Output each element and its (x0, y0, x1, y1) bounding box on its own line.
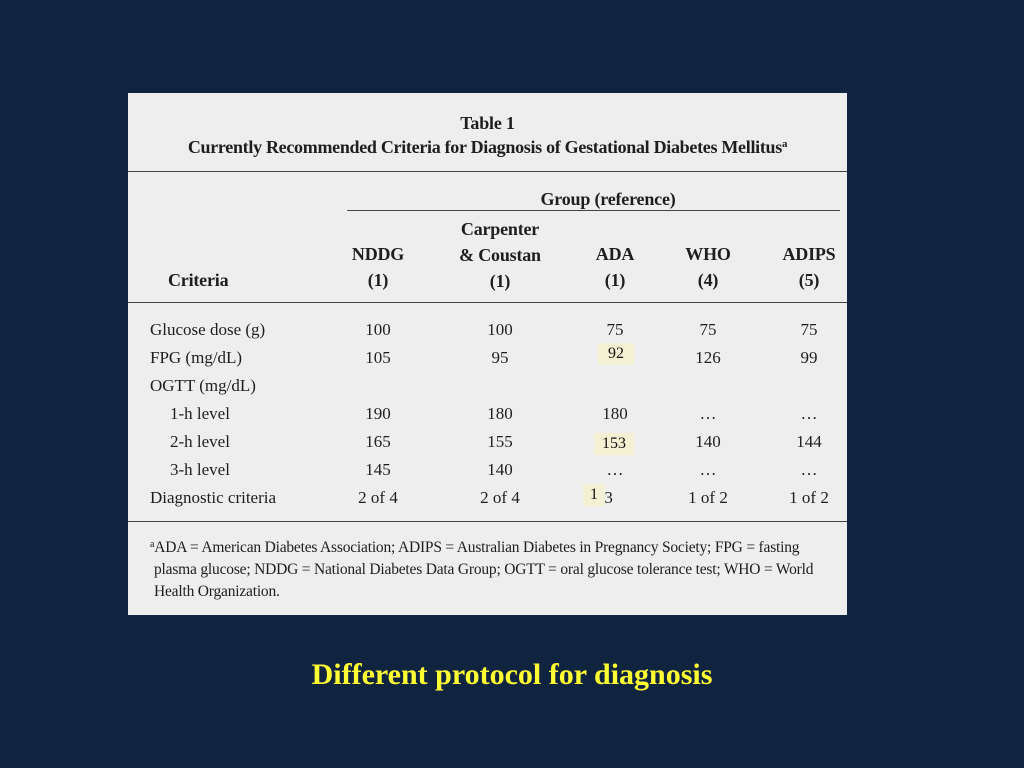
group-rule (347, 210, 840, 211)
table-cell: … (800, 404, 818, 423)
table-cell: 140 (487, 460, 513, 479)
column-header-who: WHO (4) (668, 241, 748, 293)
column-header-carpenter-coustan: Carpenter & Coustan (1) (450, 216, 550, 294)
column-name: ADA (595, 244, 635, 264)
footnote-marker: a (150, 539, 155, 550)
table-cell: 2 of 4 (480, 488, 520, 507)
footnote-text-1: ADA = American Diabetes Association; ADI… (154, 539, 800, 556)
column-name: ADIPS (782, 244, 836, 264)
table-cell: 190 (365, 404, 391, 423)
row-label-fpg: FPG (mg/dL) (150, 348, 243, 367)
column-header-nddg: NDDG (1) (338, 241, 418, 293)
column-ref: (1) (604, 270, 626, 290)
table-cell: … (699, 404, 717, 423)
table-cell: 165 (365, 432, 391, 451)
column-header-ada: ADA (1) (575, 241, 655, 293)
table-title: Table 1 (460, 113, 515, 133)
table-cell: 95 (491, 348, 509, 367)
table-cell: … (699, 460, 717, 479)
table-cell: 180 (602, 404, 628, 423)
column-ref: (1) (489, 271, 511, 291)
table-footnote: aADA = American Diabetes Association; AD… (150, 534, 840, 603)
table-cell: 2 of 4 (358, 488, 398, 507)
table-cell: 155 (487, 432, 513, 451)
table-cell: 1 of 2 (789, 488, 829, 507)
overlay-ada-2h: 153 (594, 433, 634, 455)
table-cell: 140 (695, 432, 721, 451)
table-cell: 99 (800, 348, 818, 367)
slide-caption: Different protocol for diagnosis (311, 658, 713, 691)
row-label-diagnostic-criteria: Diagnostic criteria (150, 488, 277, 507)
column-header-adips: ADIPS (5) (769, 241, 849, 293)
column-name: Carpenter (460, 219, 540, 239)
table-cell: 180 (487, 404, 513, 423)
footnote-line-1: aADA = American Diabetes Association; AD… (150, 534, 840, 559)
column-ref: (5) (798, 270, 820, 290)
table-subtitle-marker: a (781, 138, 788, 150)
row-label-1h: 1-h level (170, 404, 230, 423)
table-subtitle-text: Currently Recommended Criteria for Diagn… (187, 137, 782, 157)
top-rule (128, 171, 847, 172)
footnote-line-2: plasma glucose; NDDG = National Diabetes… (154, 561, 814, 578)
table-cell: 145 (365, 460, 391, 479)
table-cell: 100 (365, 320, 391, 339)
overlay-ada-diag: 1 (583, 484, 605, 506)
header-rule (128, 302, 847, 303)
table-cell: 144 (796, 432, 822, 451)
table-cell: 100 (487, 320, 513, 339)
table-cell: … (800, 460, 818, 479)
table-cell: 75 (800, 320, 818, 339)
overlay-ada-fpg: 92 (598, 343, 634, 365)
criteria-header: Criteria (168, 270, 229, 290)
footnote-line-3: Health Organization. (154, 583, 280, 600)
table-subtitle: Currently Recommended Criteria for Diagn… (128, 137, 847, 158)
row-label-3h: 3-h level (170, 460, 230, 479)
table-cell: 75 (699, 320, 717, 339)
column-ref: (1) (367, 270, 389, 290)
table-cell: 126 (695, 348, 721, 367)
column-name: NDDG (351, 244, 405, 264)
row-label-ogtt: OGTT (mg/dL) (150, 376, 256, 395)
table-cell: 75 (606, 320, 624, 339)
group-header: Group (reference) (540, 189, 676, 209)
row-label-2h: 2-h level (170, 432, 230, 451)
criteria-table: Table 1 Currently Recommended Criteria f… (128, 93, 847, 615)
table-cell: 105 (365, 348, 391, 367)
column-name-2: & Coustan (459, 245, 541, 265)
table-cell: … (606, 460, 624, 479)
column-name: WHO (685, 244, 731, 264)
bottom-rule (128, 521, 847, 522)
row-label-glucose-dose: Glucose dose (g) (150, 320, 266, 339)
table-cell: 1 of 2 (688, 488, 728, 507)
column-ref: (4) (697, 270, 719, 290)
